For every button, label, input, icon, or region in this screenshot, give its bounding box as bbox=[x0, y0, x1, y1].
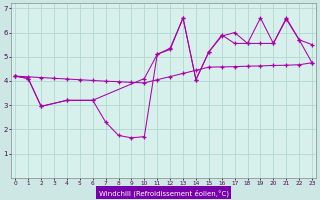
X-axis label: Windchill (Refroidissement éolien,°C): Windchill (Refroidissement éolien,°C) bbox=[99, 189, 229, 197]
